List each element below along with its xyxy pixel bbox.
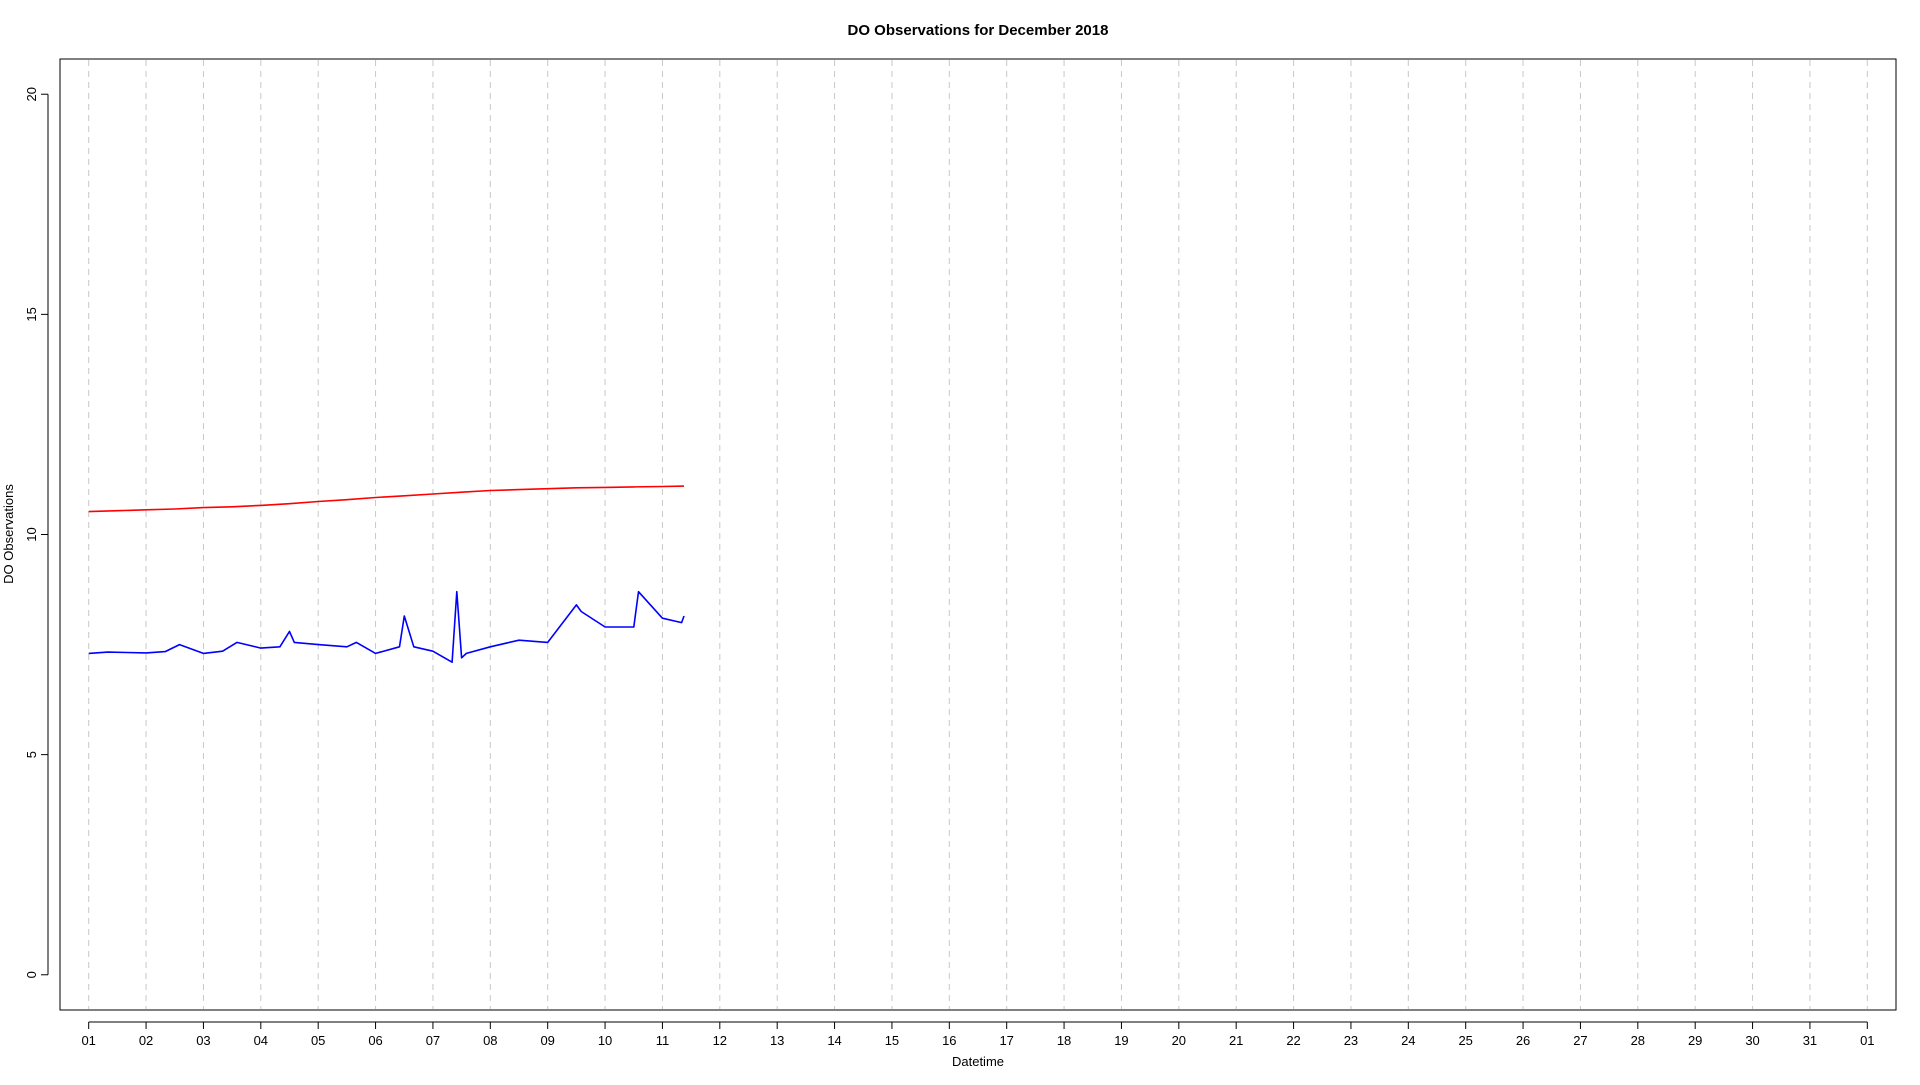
x-tick-label: 14: [827, 1033, 841, 1048]
x-tick-label: 05: [311, 1033, 325, 1048]
series-lines: [88, 485, 685, 664]
x-tick-label: 22: [1286, 1033, 1300, 1048]
x-tick-label: 06: [368, 1033, 382, 1048]
x-tick-label: 23: [1344, 1033, 1358, 1048]
x-tick-label: 24: [1401, 1033, 1415, 1048]
x-tick-label: 03: [196, 1033, 210, 1048]
y-tick-label: 0: [24, 971, 39, 978]
x-tick-label: 15: [885, 1033, 899, 1048]
x-axis-label: Datetime: [952, 1054, 1004, 1069]
chart-title: DO Observations for December 2018: [848, 22, 1109, 39]
series-line-2: [88, 590, 685, 664]
x-tick-label: 28: [1631, 1033, 1645, 1048]
x-tick-label: 13: [770, 1033, 784, 1048]
x-axis: 01 02 03 04 05 06 07 08 09 10 11 12 13 14 15 16 17 18 19 20…: [81, 1021, 1875, 1048]
x-tick-label: 10: [598, 1033, 612, 1048]
x-tick-label: 02: [139, 1033, 153, 1048]
x-tick-label: 18: [1057, 1033, 1071, 1048]
x-tick-label: 09: [540, 1033, 554, 1048]
x-tick-label: 01: [81, 1033, 95, 1048]
x-tick-label: 30: [1745, 1033, 1759, 1048]
plot-frame: [59, 58, 1897, 1011]
y-tick-label: 10: [24, 527, 39, 541]
x-tick-label: 26: [1516, 1033, 1530, 1048]
x-tick-label: 27: [1573, 1033, 1587, 1048]
x-tick-label: 19: [1114, 1033, 1128, 1048]
x-tick-label: 07: [426, 1033, 440, 1048]
x-tick-label: 29: [1688, 1033, 1702, 1048]
y-axis-label: DO Observations: [1, 484, 16, 584]
x-tick-label: 17: [999, 1033, 1013, 1048]
y-tick-label: 15: [24, 307, 39, 321]
x-tick-label: 31: [1803, 1033, 1817, 1048]
x-tick-label: 25: [1458, 1033, 1472, 1048]
y-tick-label: 5: [24, 751, 39, 758]
x-tick-label: 20: [1172, 1033, 1186, 1048]
x-tick-label: 21: [1229, 1033, 1243, 1048]
y-axis: 0 5 10 15 20: [24, 87, 49, 978]
x-tick-label: 16: [942, 1033, 956, 1048]
x-tick-label: 11: [656, 1033, 670, 1048]
y-tick-label: 20: [24, 87, 39, 101]
series-line-1: [88, 485, 685, 513]
x-tick-label: 01: [1860, 1033, 1874, 1048]
x-tick-label: 12: [713, 1033, 727, 1048]
x-tick-label: 04: [254, 1033, 268, 1048]
x-tick-label: 08: [483, 1033, 497, 1048]
grid-lines: [88, 60, 1868, 1009]
